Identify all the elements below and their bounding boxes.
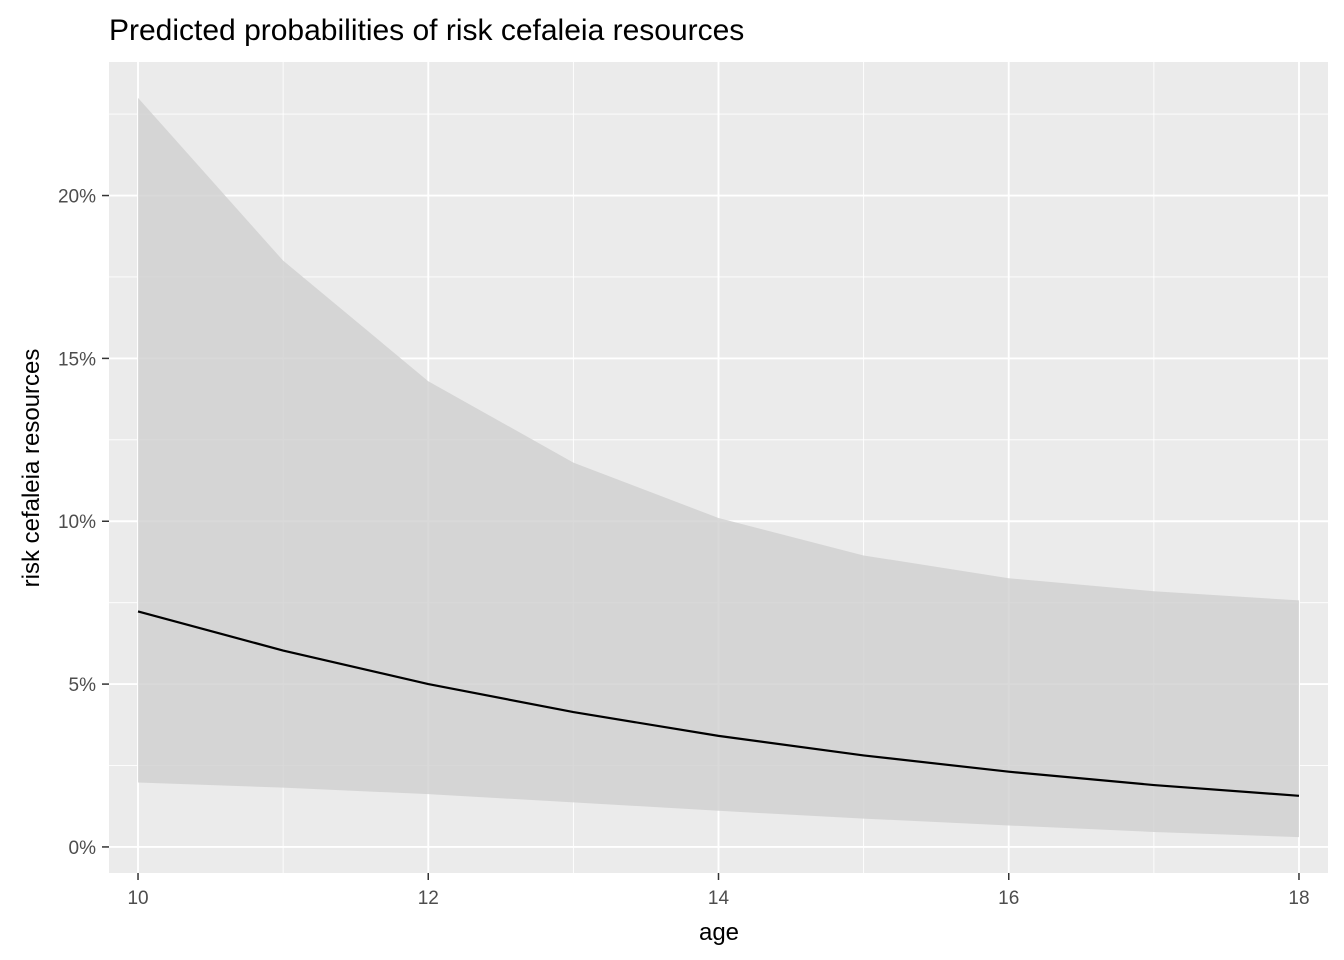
y-axis-title: risk cefaleia resources xyxy=(18,349,45,588)
y-tick-label: 15% xyxy=(58,349,96,370)
x-tick-label: 10 xyxy=(127,888,148,909)
x-axis-title: age xyxy=(699,919,739,946)
chart-title: Predicted probabilities of risk cefaleia… xyxy=(109,14,744,47)
y-tick-label: 5% xyxy=(69,675,97,696)
y-tick-label: 0% xyxy=(69,838,97,859)
x-tick-label: 16 xyxy=(998,888,1019,909)
y-tick-label: 20% xyxy=(58,187,96,208)
x-tick-label: 18 xyxy=(1288,888,1309,909)
y-tick-label: 10% xyxy=(58,512,96,533)
x-tick-label: 14 xyxy=(708,888,730,909)
confidence-ribbon xyxy=(138,97,1299,838)
predicted-probability-line xyxy=(137,610,1300,797)
x-tick-label: 12 xyxy=(418,888,439,909)
y-axis: 0% 5% 10% 15% 20% xyxy=(58,187,109,859)
x-axis: 10 12 14 16 18 xyxy=(127,873,1310,909)
